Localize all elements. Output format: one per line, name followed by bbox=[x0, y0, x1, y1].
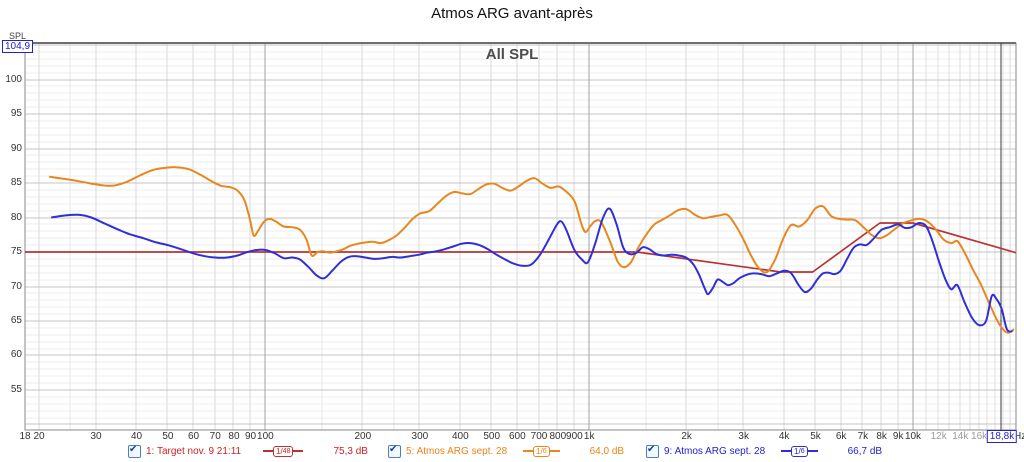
legend-measurement-name[interactable]: 1: Target nov. 9 21:11 bbox=[146, 445, 242, 457]
x-tick-label: 300 bbox=[411, 431, 429, 442]
series-curve-3 bbox=[51, 207, 1013, 333]
x-tick-label: 7k bbox=[857, 431, 869, 442]
x-tick-label: 700 bbox=[530, 431, 548, 442]
graph-window-title: Atmos ARG avant-après bbox=[431, 5, 593, 22]
x-tick-label: 2k bbox=[681, 431, 692, 442]
x-axis-unit-label: Hz bbox=[1014, 431, 1024, 442]
legend-item-1: ✔ 1: Target nov. 9 21:11 1/48 75,3 dB bbox=[128, 444, 408, 458]
cursor-frequency-readout: 18,8k bbox=[986, 430, 1018, 443]
x-tick-label: 10k bbox=[904, 431, 922, 442]
legend-checkbox[interactable]: ✔ bbox=[388, 444, 401, 458]
x-tick-label: 80 bbox=[228, 431, 240, 442]
x-tick-label: 70 bbox=[209, 431, 221, 442]
legend-checkbox[interactable]: ✔ bbox=[646, 444, 659, 458]
x-tick-label: 18 bbox=[19, 431, 31, 442]
x-tick-label: 3k bbox=[738, 431, 749, 442]
legend-cursor-value: 66,7 dB bbox=[847, 445, 883, 457]
legend-smoothing-control[interactable]: 1/6 bbox=[781, 445, 818, 457]
x-tick-label: 8k bbox=[876, 431, 887, 442]
x-tick-label: 60 bbox=[187, 431, 200, 442]
chart-title: All SPL bbox=[485, 46, 539, 63]
smoothing-fraction: 1/6 bbox=[791, 445, 808, 457]
y-tick-label: 65 bbox=[10, 315, 22, 326]
legend-smoothing-control[interactable]: 1/6 bbox=[523, 445, 560, 457]
x-tick-label: 400 bbox=[451, 431, 469, 442]
y-tick-label: 90 bbox=[10, 142, 22, 154]
x-tick-label: 40 bbox=[130, 431, 143, 442]
x-tick-label: 800 bbox=[549, 431, 567, 442]
legend-checkbox[interactable]: ✔ bbox=[128, 444, 141, 458]
y-tick-label: 80 bbox=[10, 211, 22, 223]
x-tick-label: 100 bbox=[257, 431, 274, 442]
x-tick-label: 600 bbox=[509, 431, 526, 442]
x-tick-label: 200 bbox=[354, 431, 372, 442]
y-tick-label: 60 bbox=[10, 349, 22, 361]
cursor-spl-readout: 104,9 bbox=[2, 40, 34, 53]
x-tick-label: 30 bbox=[90, 431, 102, 442]
y-tick-label: 70 bbox=[10, 280, 22, 292]
x-tick-label: 90 bbox=[244, 431, 257, 442]
legend-cursor-value: 75,3 dB bbox=[333, 445, 368, 457]
x-tick-label: 1k bbox=[583, 431, 595, 442]
x-tick-label: 50 bbox=[162, 431, 174, 442]
series-curve-2 bbox=[49, 166, 1015, 334]
x-tick-label: 12k bbox=[930, 431, 947, 442]
x-tick-label: 16k bbox=[971, 431, 988, 442]
plot-border bbox=[24, 42, 1017, 431]
x-tick-label: 6k bbox=[835, 431, 847, 442]
x-tick-label: 5k bbox=[810, 431, 821, 442]
x-tick-label: 14k bbox=[952, 431, 969, 442]
x-tick-label: 20 bbox=[33, 431, 45, 442]
legend-measurement-name[interactable]: 9: Atmos ARG sept. 28 bbox=[664, 445, 766, 457]
smoothing-fraction: 1/6 bbox=[533, 445, 550, 457]
x-tick-label: 4k bbox=[778, 431, 790, 442]
y-axis-name: SPL bbox=[9, 31, 27, 41]
y-tick-label: 75 bbox=[10, 246, 22, 258]
y-tick-label: 85 bbox=[10, 177, 22, 189]
y-tick-label: 55 bbox=[10, 383, 22, 395]
legend-smoothing-control[interactable]: 1/48 bbox=[263, 445, 304, 457]
legend-cursor-value: 64,0 dB bbox=[589, 445, 625, 457]
legend-item-3: ✔ 9: Atmos ARG sept. 28 1/6 66,7 dB bbox=[646, 444, 923, 458]
y-tick-label: 95 bbox=[10, 108, 22, 120]
x-tick-label: 9k bbox=[892, 431, 904, 442]
legend-measurement-name[interactable]: 5: Atmos ARG sept. 28 bbox=[406, 445, 508, 457]
y-tick-label: 100 bbox=[5, 73, 22, 85]
smoothing-fraction: 1/48 bbox=[273, 445, 294, 457]
x-tick-label: 900 bbox=[566, 431, 583, 442]
legend-item-2: ✔ 5: Atmos ARG sept. 28 1/6 64,0 dB bbox=[388, 444, 665, 458]
x-tick-label: 500 bbox=[483, 431, 501, 442]
